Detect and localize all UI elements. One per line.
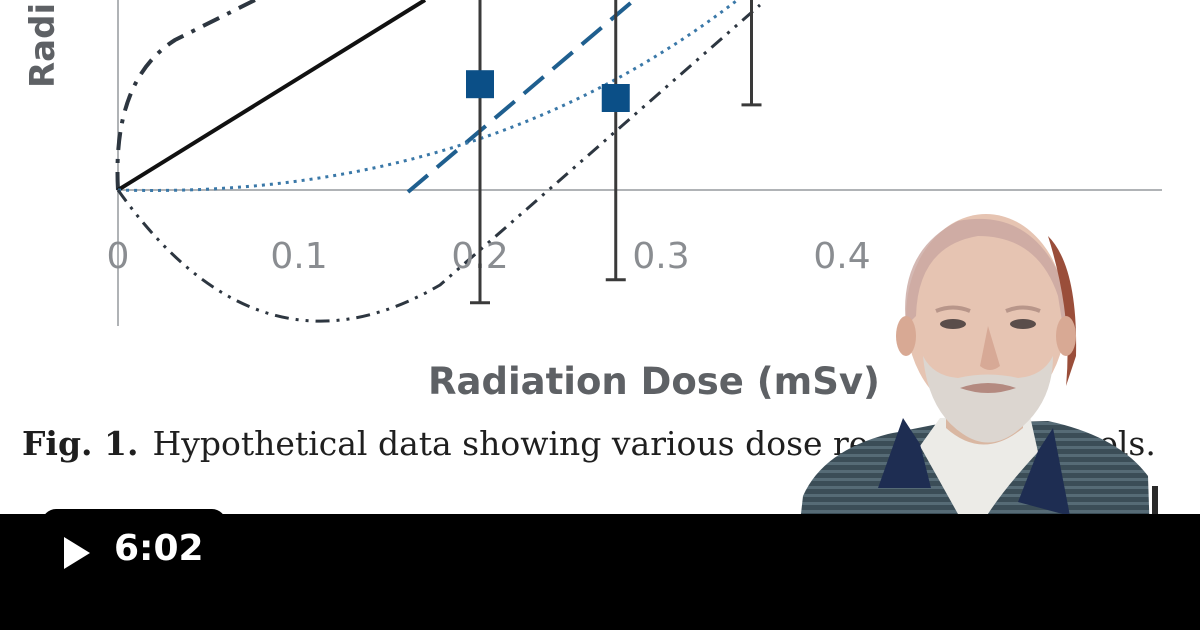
x-tick-label: 0.3: [632, 236, 689, 277]
x-axis-label: Radiation Dose (mSv): [428, 360, 880, 403]
presenter-eye-left: [940, 319, 966, 329]
presenter-head: [906, 214, 1066, 418]
dose-response-chart: Radi 0 0.1 0.2 0.3 0.4: [23, 0, 1162, 326]
quadratic-dotted-curve: [117, 0, 740, 192]
video-controls-bar: [0, 514, 1200, 630]
x-tick-label: 0.4: [813, 236, 870, 277]
presenter-collar-right: [1018, 428, 1070, 516]
supralinear-curve: [115, 0, 260, 191]
data-markers: [466, 70, 630, 112]
play-icon[interactable]: [60, 534, 94, 572]
figure-caption: Fig. 1. Hypothetical data showing various…: [22, 424, 1156, 463]
linear-no-threshold-line: [116, 0, 427, 192]
y-axis-label: Radi: [23, 3, 63, 88]
presenter-undershirt: [920, 416, 1038, 541]
error-bars: [470, 0, 762, 305]
presenter-collar-left: [878, 418, 931, 488]
presenter-beard: [923, 356, 1053, 443]
x-tick-label: 0.1: [270, 236, 327, 277]
presenter-eye-right: [1010, 319, 1036, 329]
hormesis-curve: [116, 3, 761, 323]
x-tick-label: 0: [107, 236, 130, 277]
figure-label: Fig. 1.: [22, 424, 139, 463]
presenter-hair: [905, 218, 1069, 346]
data-point-marker: [601, 84, 630, 112]
data-point-marker: [466, 70, 494, 99]
threshold-dashed-line: [406, 0, 638, 194]
caption-text: Hypothetical data showing various dose r…: [152, 424, 869, 463]
video-duration: 6:02: [114, 528, 204, 569]
